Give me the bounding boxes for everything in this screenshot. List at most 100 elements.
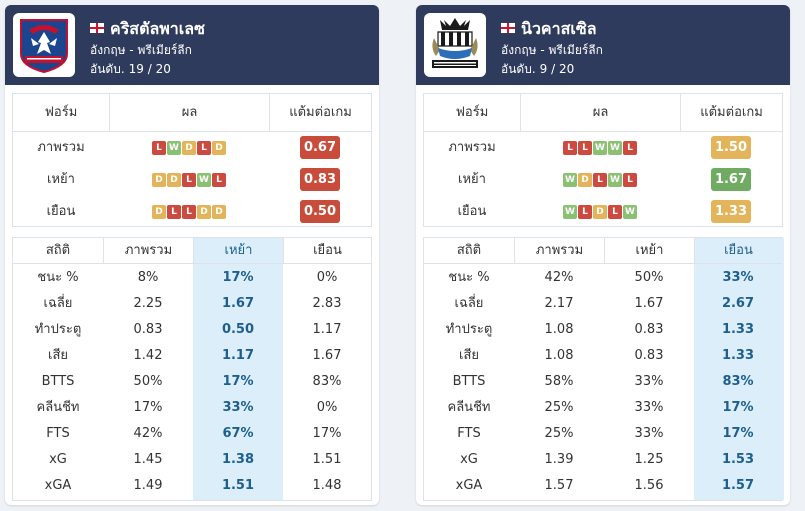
stat-label: เฉลี่ย [43,296,73,311]
result-chip[interactable]: L [623,172,637,187]
result-chip[interactable]: W [608,172,622,187]
stat-label: FTS [46,426,70,441]
stats-header-stat: สถิติ [456,243,482,258]
stat-value: 0.50 [221,322,255,337]
result-chip[interactable]: D [212,140,226,155]
result-chip[interactable]: W [563,172,577,187]
stat-label: คลีนชีท [447,400,491,415]
result-chip[interactable]: L [623,140,637,155]
stats-header-stat: สถิติ [45,243,71,258]
form-row: เยือน D L L D D 0.50 [13,196,371,227]
stat-label: ชนะ % [37,270,79,285]
stat-value: 50% [634,270,664,285]
team-league[interactable]: อังกฤษ - พรีเมียร์ลีก [501,43,603,57]
result-chip[interactable]: L [563,140,577,155]
ppg-cell: 1.67 [680,164,782,195]
stat-value: 25% [544,400,574,415]
stat-value: 25% [544,426,574,441]
stats-row: xGA 1.57 1.56 1.57 [424,473,782,499]
stats-row: xG 1.39 1.25 1.53 [424,447,782,473]
result-chip[interactable]: L [608,204,622,219]
stats-header-home: เหย้า [604,238,694,263]
stat-value: 33% [634,400,664,415]
result-chip[interactable]: L [212,172,226,187]
stats-row: เสีย 1.42 1.17 1.67 [13,343,371,369]
highlight-column [193,238,283,500]
result-chip[interactable]: D [152,172,166,187]
newcastle-logo-icon[interactable] [424,13,486,77]
stat-value: 42% [544,270,574,285]
result-chip[interactable]: W [167,140,181,155]
result-chip[interactable]: L [578,140,592,155]
team-name[interactable]: คริสตัลพาเลซ [90,17,205,42]
stat-value: 1.17 [312,322,342,337]
stat-value: 1.51 [312,452,342,467]
form-row: ภาพรวม L L W W L 1.50 [424,132,782,163]
stats-row: ทำประตู 1.08 0.83 1.33 [424,317,782,343]
stat-value: 33% [634,374,664,389]
stats-row: ชนะ % 8% 17% 0% [13,265,371,291]
result-chip[interactable]: D [578,172,592,187]
form-row: เยือน W L D L W 1.33 [424,196,782,227]
stats-row: FTS 42% 67% 17% [13,421,371,447]
stats-row: เฉลี่ย 2.25 1.67 2.83 [13,291,371,317]
stat-value: 1.57 [721,478,755,493]
stats-row: เสีย 1.08 0.83 1.33 [424,343,782,369]
team-card-away: นิวคาสเซิล อังกฤษ - พรีเมียร์ลีก อันดับ.… [416,5,790,505]
result-chip[interactable]: L [167,204,181,219]
stat-value: 1.38 [221,452,255,467]
result-chip[interactable]: W [197,172,211,187]
stat-value: 0.83 [634,322,664,337]
stat-label: คลีนชีท [36,400,80,415]
stats-row: ชนะ % 42% 50% 33% [424,265,782,291]
stat-value: 2.83 [312,296,342,311]
result-chip[interactable]: D [212,204,226,219]
ppg-cell: 0.67 [269,132,371,163]
stat-value: 17% [133,400,163,415]
result-chip[interactable]: W [623,204,637,219]
stat-value: 1.51 [221,478,255,493]
ppg-badge: 1.33 [711,200,751,223]
result-chip[interactable]: L [578,204,592,219]
stat-value: 83% [722,374,754,389]
crystal-palace-logo-icon[interactable] [13,13,75,77]
ppg-badge: 1.50 [711,136,751,159]
form-row-label: เยือน [457,204,487,219]
result-chip[interactable]: D [593,204,607,219]
team-name[interactable]: นิวคาสเซิล [501,17,597,42]
ppg-badge: 0.67 [300,136,340,159]
stat-value: 1.67 [221,296,255,311]
stat-value: 42% [133,426,163,441]
result-chip[interactable]: L [197,140,211,155]
result-chip[interactable]: L [152,140,166,155]
form-row-label: ภาพรวม [37,140,85,155]
result-chip[interactable]: D [197,204,211,219]
stat-label: ทำประตู [34,322,82,337]
stats-table-header: สถิติ ภาพรวม เหย้า เยือน [13,238,371,264]
stat-value: 1.57 [544,478,574,493]
result-chip[interactable]: D [182,140,196,155]
stat-value: 1.39 [544,452,574,467]
form-header-ppg: แต้มต่อเกม [680,94,782,131]
result-chip[interactable]: D [152,204,166,219]
form-table: ฟอร์ม ผล แต้มต่อเกม ภาพรวม L W D L D 0.67 เหย้า… [12,93,372,227]
rank-label: อันดับ. [501,62,536,76]
stats-table-header: สถิติ ภาพรวม เหย้า เยือน [424,238,782,264]
result-chip[interactable]: W [563,204,577,219]
stat-label: xG [49,452,67,467]
stat-label: ชนะ % [448,270,490,285]
result-chip[interactable]: L [182,204,196,219]
stat-value: 17% [722,400,754,415]
stat-value: 50% [133,374,163,389]
result-chip[interactable]: L [593,172,607,187]
stat-label: FTS [457,426,481,441]
team-league[interactable]: อังกฤษ - พรีเมียร์ลีก [90,43,192,57]
result-chip[interactable]: L [182,172,196,187]
result-chip[interactable]: W [593,140,607,155]
result-chip[interactable]: D [167,172,181,187]
result-chip[interactable]: W [608,140,622,155]
stat-value: 1.67 [634,296,664,311]
